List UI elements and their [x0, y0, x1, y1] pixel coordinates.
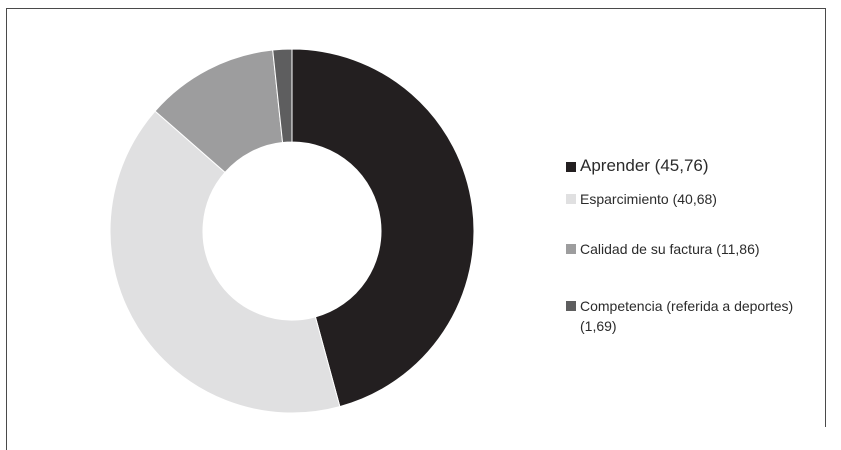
legend-item-aprender: Aprender (45,76) [566, 156, 709, 176]
frame-border-left [6, 8, 7, 450]
legend-item-esparcimiento: Esparcimiento (40,68) [566, 189, 717, 209]
legend-item-calidad: Calidad de su factura (11,86) [566, 239, 776, 259]
legend-item-competencia: Competencia (referida a deportes) (1,69) [566, 296, 796, 336]
frame-border-right [825, 8, 826, 427]
legend-swatch-aprender [566, 162, 576, 172]
legend-label-esparcimiento: Esparcimiento (40,68) [580, 191, 717, 207]
legend-swatch-calidad [566, 244, 576, 254]
legend-swatch-esparcimiento [566, 194, 576, 204]
donut-slice-3 [272, 48, 293, 144]
legend-label-aprender: Aprender (45,76) [580, 156, 709, 175]
legend-label-calidad: Calidad de su factura (11,86) [580, 241, 760, 257]
legend-swatch-competencia [566, 301, 576, 311]
donut-slice-1 [109, 110, 341, 414]
donut-slice-0 [291, 48, 475, 408]
legend-label-competencia: Competencia (referida a deportes) (1,69) [580, 298, 794, 334]
frame-border-top [6, 8, 826, 9]
